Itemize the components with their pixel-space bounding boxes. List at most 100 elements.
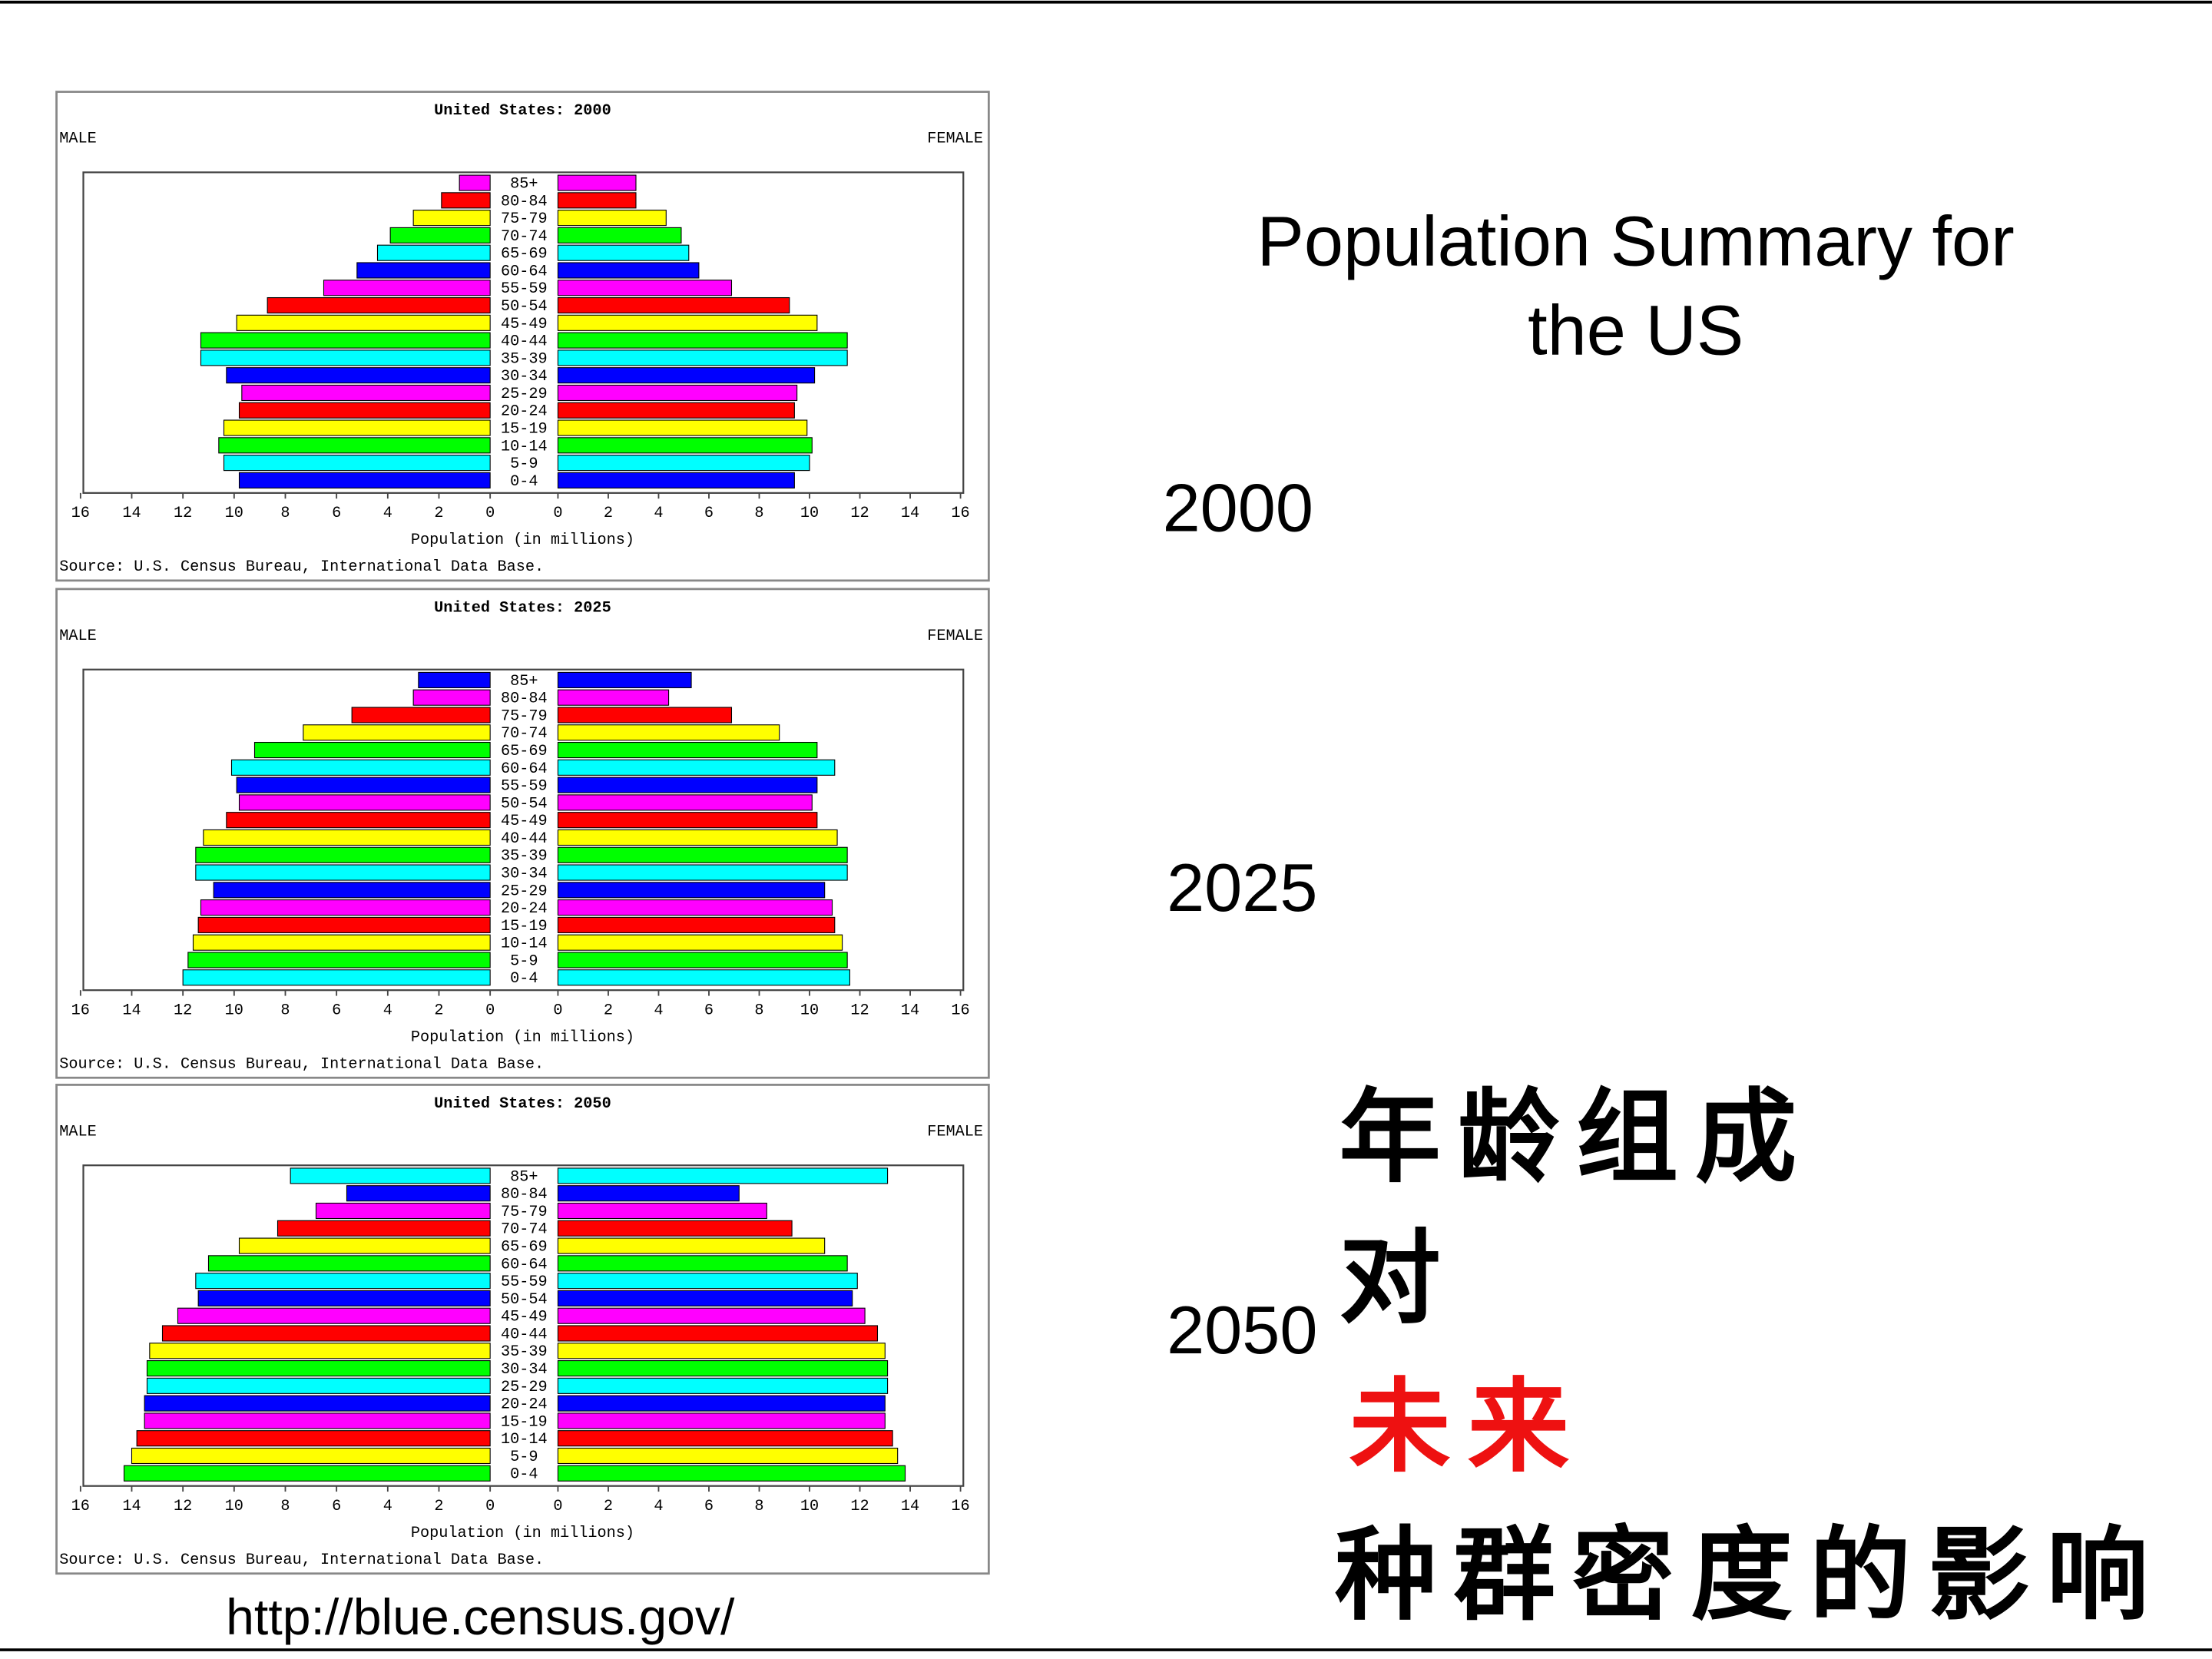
bar [236,314,491,331]
x-tick-label: 14 [122,1498,141,1515]
bar [290,1167,491,1184]
x-tick-label: 2 [604,1498,613,1515]
bar [557,1307,866,1324]
bar [200,899,491,916]
bar [146,1377,491,1394]
bar [200,349,491,366]
category-label: 30-34 [501,865,548,882]
x-tick-label: 10 [800,1002,819,1019]
plot-frame [82,668,965,992]
category-label: 70-74 [501,228,548,246]
x-axis-label: Population (in millions) [411,531,634,549]
bar [351,707,491,724]
x-tick-label: 16 [71,1002,90,1019]
category-label: 60-64 [501,263,548,280]
category-label: 55-59 [501,778,548,796]
bar [146,1359,491,1377]
chart-title: United States: 2050 [434,1095,611,1113]
bar [557,174,637,191]
category-label: 20-24 [501,900,548,918]
x-tick-label: 16 [951,1002,969,1019]
x-tick-label: 8 [754,505,763,522]
bar [557,899,833,916]
category-label: 0-4 [510,970,538,988]
x-tick-label: 2 [604,1002,613,1019]
x-tick-label: 12 [850,505,869,522]
bar [195,846,491,863]
category-label: 35-39 [501,1343,548,1361]
bar [557,864,848,881]
plot-frame [82,1164,965,1487]
bar [226,367,491,384]
bar [253,741,491,759]
x-tick-label: 4 [654,1498,663,1515]
category-label: 5-9 [510,1449,538,1466]
category-label: 35-39 [501,848,548,866]
category-label: 70-74 [501,1221,548,1239]
category-label: 85+ [510,175,538,193]
legend-label: MALE [59,131,97,148]
x-tick-label: 8 [280,1498,290,1515]
note-line: 对 [1339,1219,1457,1338]
bar [557,332,848,349]
bar [303,724,491,741]
bar [557,455,810,472]
bar [418,671,491,688]
bar [557,741,818,759]
bar [223,419,491,436]
bar [557,1325,879,1342]
bar [557,882,826,899]
x-tick-label: 16 [71,505,90,522]
bar [123,1465,491,1482]
category-label: 40-44 [501,333,548,351]
category-label: 65-69 [501,1239,548,1257]
category-label: 65-69 [501,743,548,760]
category-label: 85+ [510,1168,538,1186]
bar [557,1185,740,1202]
category-label: 10-14 [501,1431,548,1449]
note-line: 未来 [1349,1367,1586,1486]
bar [557,280,733,296]
bar [207,1255,491,1272]
bar [276,1220,491,1237]
category-label: 5-9 [510,952,538,970]
bar [195,864,491,881]
x-tick-label: 8 [280,505,290,522]
x-tick-label: 0 [485,1498,495,1515]
bar [557,969,850,986]
bar [238,472,491,488]
x-tick-label: 2 [434,505,443,522]
bar [557,829,838,846]
bar [557,1220,793,1237]
slide-title: Population Summary for [1257,203,2015,281]
x-tick-label: 14 [901,1498,919,1515]
x-tick-label: 6 [704,505,714,522]
category-label: 75-79 [501,210,548,228]
bar [557,777,818,793]
x-tick-label: 14 [901,505,919,522]
category-label: 40-44 [501,1326,548,1343]
x-tick-label: 16 [951,505,969,522]
bar [459,174,491,191]
category-label: 70-74 [501,725,548,743]
category-label: 45-49 [501,316,548,333]
bar [557,759,836,776]
bar [412,210,491,227]
x-tick-label: 6 [332,1498,341,1515]
bar [557,1377,889,1394]
category-label: 60-64 [501,760,548,778]
x-tick-label: 8 [754,1498,763,1515]
x-tick-label: 12 [850,1002,869,1019]
category-label: 0-4 [510,1466,538,1484]
note-line: 年龄组成 [1339,1078,1813,1197]
category-label: 50-54 [501,298,548,316]
bar [238,402,491,419]
plot-frame [82,171,965,494]
bar [557,402,795,419]
x-tick-label: 0 [553,505,562,522]
bar [557,296,790,314]
category-label: 20-24 [501,403,548,421]
x-tick-label: 14 [901,1002,919,1019]
bar [144,1395,491,1412]
bar [557,262,700,279]
